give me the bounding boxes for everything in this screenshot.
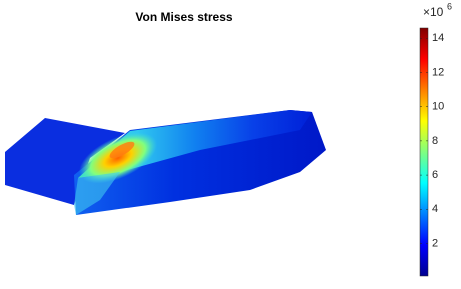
chart-title: Von Mises stress bbox=[135, 10, 232, 24]
colorbar-tick-label: 12 bbox=[432, 66, 444, 78]
colorbar-tick-label: 6 bbox=[432, 169, 438, 181]
colorbar-tick-label: 4 bbox=[432, 203, 438, 215]
colorbar-tick-label: 2 bbox=[432, 237, 438, 249]
stress-surface bbox=[5, 110, 326, 215]
colorbar-tick-label: 8 bbox=[432, 135, 438, 147]
figure: Von Mises stress ×10 6 2 4 6 8 10 12 14 bbox=[0, 0, 461, 284]
colorbar bbox=[420, 28, 428, 276]
colorbar-exponent-base: ×10 bbox=[423, 5, 444, 19]
colorbar-tick-label: 14 bbox=[432, 32, 444, 44]
colorbar-tick-label: 10 bbox=[432, 101, 444, 113]
colorbar-exponent: 6 bbox=[447, 1, 452, 11]
